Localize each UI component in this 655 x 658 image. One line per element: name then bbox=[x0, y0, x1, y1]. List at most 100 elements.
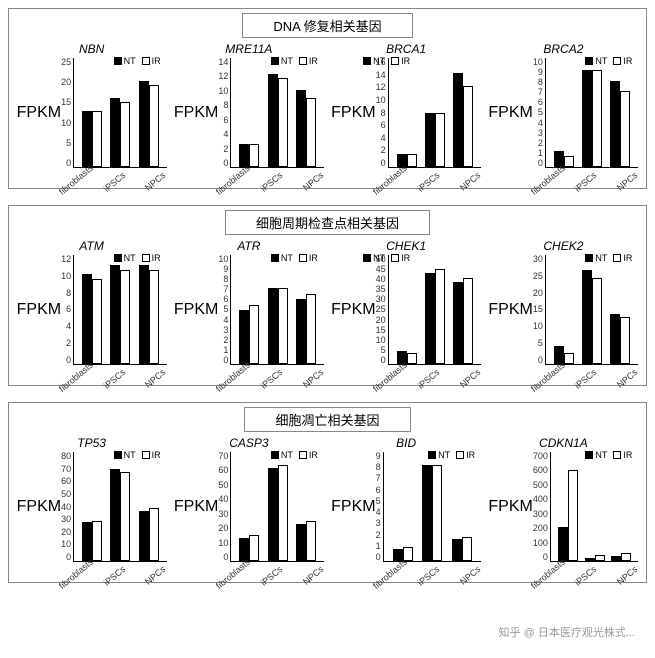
x-tick-label: fibroblasts bbox=[371, 564, 400, 591]
bar bbox=[139, 265, 149, 364]
y-axis-label: FPKM bbox=[488, 301, 532, 319]
section-title: 细胞凋亡相关基因 bbox=[244, 407, 410, 432]
bar-group bbox=[611, 553, 631, 561]
x-tick-label: NPCs bbox=[138, 170, 167, 197]
x-axis: fibroblastsiPSCsNPCs bbox=[488, 367, 638, 377]
legend: NTIR bbox=[114, 450, 161, 460]
x-tick-label: fibroblasts bbox=[57, 367, 86, 394]
plot-area bbox=[230, 58, 324, 168]
legend: NTIR bbox=[271, 253, 318, 263]
bar bbox=[585, 558, 595, 561]
chart-title: BID bbox=[331, 436, 481, 450]
section-title: 细胞周期检查点相关基因 bbox=[225, 210, 430, 235]
bar bbox=[595, 555, 605, 561]
bar-group bbox=[453, 73, 473, 168]
bar-group bbox=[422, 465, 442, 561]
bar bbox=[463, 86, 473, 167]
plot-area bbox=[383, 452, 482, 562]
bar bbox=[610, 314, 620, 364]
bar bbox=[82, 111, 92, 167]
bar bbox=[422, 465, 432, 561]
bar bbox=[432, 465, 442, 561]
y-axis: 2520151050 bbox=[61, 58, 73, 168]
x-axis: fibroblastsiPSCsNPCs bbox=[174, 170, 324, 180]
bar-group bbox=[239, 305, 259, 364]
y-axis: 50454035302520151050 bbox=[376, 255, 388, 365]
bar bbox=[296, 90, 306, 167]
y-axis-label: FPKM bbox=[174, 301, 218, 319]
chart-title: CASP3 bbox=[174, 436, 324, 450]
chart-title: MRE11A bbox=[174, 42, 324, 56]
bar bbox=[462, 537, 472, 561]
bar-group bbox=[139, 81, 159, 167]
chart: MRE11ANTIRFPKM14121086420fibroblastsiPSC… bbox=[174, 42, 324, 180]
bar bbox=[296, 524, 306, 561]
bar bbox=[120, 472, 130, 561]
x-tick-label: fibroblasts bbox=[57, 170, 86, 197]
plot-area bbox=[550, 452, 639, 562]
x-axis: fibroblastsiPSCsNPCs bbox=[331, 564, 481, 574]
bar-group bbox=[610, 81, 630, 167]
y-axis-label: FPKM bbox=[17, 498, 61, 516]
plot-area bbox=[73, 58, 167, 168]
plot-area bbox=[230, 255, 324, 365]
x-axis: fibroblastsiPSCsNPCs bbox=[331, 170, 481, 180]
x-axis: fibroblastsiPSCsNPCs bbox=[488, 170, 638, 180]
bar bbox=[120, 270, 130, 365]
bar bbox=[306, 521, 316, 561]
chart: ATRNTIRFPKM109876543210fibroblastsiPSCsN… bbox=[174, 239, 324, 377]
bar bbox=[268, 288, 278, 364]
bar-group bbox=[558, 470, 578, 561]
legend: NTIR bbox=[114, 56, 161, 66]
plot-area bbox=[73, 255, 167, 365]
legend: NTIR bbox=[363, 253, 410, 263]
bar bbox=[139, 511, 149, 561]
bar bbox=[239, 310, 249, 364]
bar bbox=[306, 98, 316, 167]
bar-group bbox=[268, 465, 288, 561]
legend: NTIR bbox=[585, 56, 632, 66]
chart-title: CDKN1A bbox=[488, 436, 638, 450]
bar bbox=[296, 299, 306, 364]
bar bbox=[120, 102, 130, 167]
plot-area bbox=[388, 255, 482, 365]
x-tick-label: iPSCs bbox=[412, 564, 441, 591]
bar bbox=[249, 144, 259, 167]
x-tick-label: iPSCs bbox=[98, 564, 127, 591]
bar bbox=[582, 70, 592, 167]
x-axis: fibroblastsiPSCsNPCs bbox=[488, 564, 638, 574]
y-axis-label: FPKM bbox=[17, 301, 61, 319]
bar-group bbox=[610, 314, 630, 364]
chart-title: TP53 bbox=[17, 436, 167, 450]
bar bbox=[110, 265, 120, 364]
x-tick-label: iPSCs bbox=[98, 367, 127, 394]
bar bbox=[82, 274, 92, 364]
bar bbox=[249, 535, 259, 561]
y-axis-label: FPKM bbox=[17, 104, 61, 122]
x-tick-label: iPSCs bbox=[98, 170, 127, 197]
x-tick-label: NPCs bbox=[138, 367, 167, 394]
chart-title: ATR bbox=[174, 239, 324, 253]
bar bbox=[268, 468, 278, 561]
x-tick-label: iPSCs bbox=[569, 367, 598, 394]
bar-group bbox=[268, 74, 288, 167]
bar bbox=[452, 539, 462, 561]
bar-group bbox=[110, 98, 130, 167]
watermark: 知乎 @ 日本医疗观光株式... bbox=[499, 624, 635, 640]
bar bbox=[453, 73, 463, 168]
y-axis: 1614121086420 bbox=[376, 58, 388, 168]
x-tick-label: fibroblasts bbox=[529, 367, 558, 394]
bar bbox=[425, 113, 435, 167]
bar bbox=[564, 353, 574, 364]
y-axis: 706050403020100 bbox=[218, 452, 230, 562]
bar bbox=[278, 465, 288, 561]
y-axis-label: FPKM bbox=[488, 498, 532, 516]
x-tick-label: NPCs bbox=[453, 367, 482, 394]
legend: NTIR bbox=[271, 450, 318, 460]
bar bbox=[463, 278, 473, 364]
x-axis: fibroblastsiPSCsNPCs bbox=[17, 564, 167, 574]
chart-title: BRCA2 bbox=[488, 42, 638, 56]
bar bbox=[592, 70, 602, 167]
bar-group bbox=[139, 508, 159, 561]
bar-group bbox=[296, 294, 316, 364]
